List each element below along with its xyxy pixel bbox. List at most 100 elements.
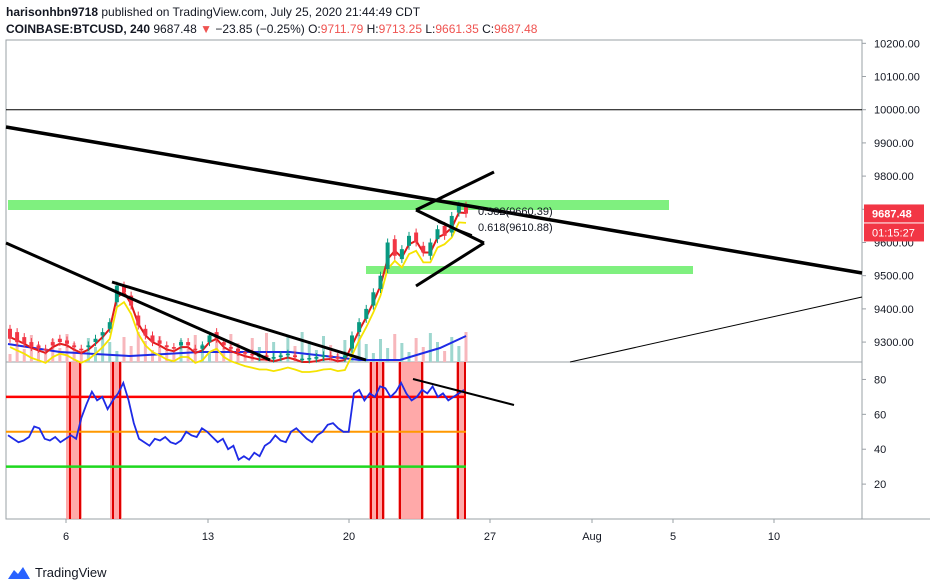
candle-body <box>271 357 276 359</box>
candle-body <box>321 355 326 358</box>
candle-body <box>385 242 390 270</box>
footer: TradingView <box>8 565 107 580</box>
price-tick-label: 9300.00 <box>874 337 914 349</box>
candle-body <box>15 332 20 343</box>
wedge-lower <box>415 241 485 288</box>
volume-bar <box>436 342 439 362</box>
candle-body <box>143 328 148 336</box>
candle-body <box>293 355 297 358</box>
publish-line: harisonhbn9718 published on TradingView.… <box>6 4 537 21</box>
time-tick-label: 6 <box>63 531 69 543</box>
price-tick-label: 10200.00 <box>874 38 920 50</box>
candle-body <box>428 242 433 256</box>
symbol-label[interactable]: COINBASE:BTCUSD, 240 <box>6 22 151 36</box>
candle-body <box>107 322 112 329</box>
footer-brand[interactable]: TradingView <box>35 565 107 580</box>
candle-body <box>8 328 12 339</box>
ma-yellow <box>9 221 467 373</box>
volume-bar <box>172 354 176 362</box>
volume-bar <box>37 344 40 362</box>
price-tick-label: 9500.00 <box>874 271 914 283</box>
candle-body <box>442 225 447 236</box>
candle-body <box>136 315 141 326</box>
open-value: 9711.79 <box>320 22 364 36</box>
rsi-trendline <box>412 378 515 406</box>
tradingview-logo-icon <box>8 566 30 579</box>
candle-body <box>342 355 347 359</box>
candle-body <box>407 235 411 246</box>
price-tick-label: 9400.00 <box>874 304 914 316</box>
last-price: 9687.48 <box>153 22 197 36</box>
candle-body <box>129 295 134 306</box>
candle-body <box>150 335 155 343</box>
rsi-tick-label: 60 <box>874 409 886 421</box>
volume-bar <box>457 346 461 362</box>
countdown-badge <box>864 223 924 242</box>
price-tick-label: 10000.00 <box>874 105 920 117</box>
rsi-highlight-zone <box>398 362 424 519</box>
volume-bar <box>421 347 425 362</box>
candle-body <box>50 342 55 346</box>
candle-body <box>207 335 212 343</box>
candle-body <box>335 357 340 359</box>
candle-body <box>122 285 126 293</box>
candle-body <box>350 335 354 349</box>
close-value: 9687.48 <box>494 22 538 36</box>
volume-bar <box>400 343 404 362</box>
candle-body <box>392 239 397 256</box>
volume-bar <box>22 349 26 362</box>
time-tick-label: 13 <box>202 531 214 543</box>
last-price-label: 9687.48 <box>872 208 912 220</box>
candle-body <box>179 342 183 346</box>
rsi-tick-label: 40 <box>874 444 886 456</box>
publisher-name[interactable]: harisonhbn9718 <box>6 5 99 19</box>
time-tick-label: 10 <box>768 531 780 543</box>
publish-info: published on TradingView.com, July 25, 2… <box>101 5 421 19</box>
ohlc-line: COINBASE:BTCUSD, 240 9687.48 ▼ −23.85 (−… <box>6 21 537 38</box>
candle-body <box>43 348 48 351</box>
volume-bar <box>443 351 447 362</box>
candle-body <box>314 357 319 359</box>
high-label: H: <box>366 22 379 36</box>
volume-bar <box>158 336 162 362</box>
candle-body <box>264 355 269 358</box>
candle-body <box>464 205 468 214</box>
candle-body <box>72 345 77 348</box>
volume-bar <box>8 354 12 362</box>
candle-body <box>307 358 312 360</box>
volume-bar <box>343 340 347 362</box>
volume-bar <box>300 332 304 362</box>
candle-body <box>57 338 62 343</box>
volume-bar <box>364 344 368 362</box>
candle-body <box>193 348 198 351</box>
rsi-line <box>7 380 465 462</box>
volume-bar <box>393 334 397 362</box>
volume-bar <box>265 333 268 362</box>
low-label: L: <box>425 22 436 36</box>
volume-bar <box>286 337 290 362</box>
volume-bar <box>386 348 390 362</box>
price-change: −23.85 (−0.25%) <box>215 22 305 36</box>
wedge-upper <box>415 170 495 212</box>
time-tick-label: 27 <box>484 531 496 543</box>
candle-body <box>364 308 369 319</box>
price-tick-label: 10100.00 <box>874 72 920 84</box>
volume-bar <box>186 349 190 362</box>
chart-frame <box>5 39 863 520</box>
support-zone <box>366 266 693 274</box>
candle-body <box>22 337 27 344</box>
candle-body <box>421 245 426 253</box>
resistance-zone <box>8 200 669 210</box>
volume-bar <box>179 340 183 362</box>
candle-body <box>114 285 119 303</box>
volume-bar <box>464 332 468 362</box>
volume-bar <box>371 353 375 362</box>
candle-body <box>228 347 233 349</box>
low-value: 9661.35 <box>435 22 479 36</box>
volume-bar <box>151 350 154 362</box>
candle-body <box>29 342 34 348</box>
candle-body <box>435 229 440 240</box>
rsi-tick-label: 80 <box>874 374 886 386</box>
volume-bar <box>215 339 219 362</box>
